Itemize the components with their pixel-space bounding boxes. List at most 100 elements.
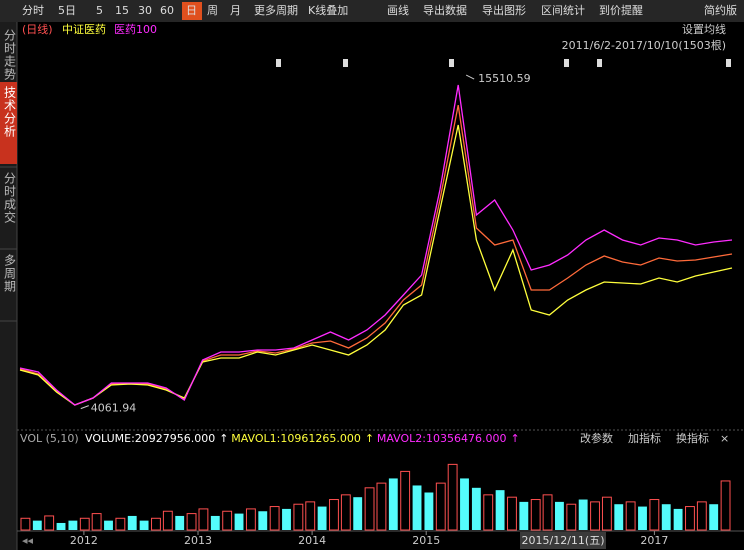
high-pointer bbox=[465, 74, 475, 80]
volume-bar bbox=[293, 503, 304, 531]
toolbar-item[interactable]: 5 bbox=[96, 4, 103, 17]
event-marker[interactable] bbox=[449, 59, 454, 67]
readout-arrow: ↑ bbox=[511, 432, 520, 445]
volume-bar bbox=[519, 501, 529, 530]
event-marker[interactable] bbox=[343, 59, 348, 67]
volume-bar bbox=[542, 494, 553, 531]
sidebar-tab[interactable]: 技术分析 bbox=[3, 86, 17, 138]
toolbar-item[interactable]: 30 bbox=[138, 4, 152, 17]
event-marker[interactable] bbox=[276, 59, 281, 67]
period-label: (日线) bbox=[22, 22, 53, 36]
toolbar-item[interactable]: 画线 bbox=[387, 3, 409, 17]
volume-bar bbox=[376, 482, 387, 531]
toolbar-item[interactable]: K线叠加 bbox=[308, 3, 348, 17]
volume-bar bbox=[566, 503, 577, 531]
volume-bar bbox=[696, 501, 707, 531]
volume-bar bbox=[364, 487, 375, 531]
readout-arrow: ↑ bbox=[365, 432, 374, 445]
toolbar-item[interactable]: 5日 bbox=[58, 4, 76, 17]
volume-readout: MAVOL2:10356476.000 bbox=[377, 432, 507, 445]
volume-bar bbox=[317, 506, 327, 530]
volume-bar bbox=[127, 515, 137, 530]
volume-bar bbox=[234, 513, 244, 530]
toolbar-item[interactable]: 月 bbox=[230, 4, 241, 17]
scroll-arrow[interactable]: ◂◂ bbox=[22, 534, 34, 547]
volume-bar bbox=[353, 497, 363, 530]
volume-readout: MAVOL1:10961265.000 bbox=[231, 432, 361, 445]
price-line bbox=[19, 124, 733, 406]
volume-bar bbox=[471, 487, 481, 530]
volume-bar bbox=[601, 496, 612, 531]
low-label: 4061.94 bbox=[91, 402, 136, 415]
toolbar-item[interactable]: 区间统计 bbox=[541, 4, 585, 17]
low-pointer bbox=[80, 405, 89, 410]
volume-bar bbox=[661, 504, 671, 530]
volume-bar bbox=[649, 499, 660, 531]
event-marker[interactable] bbox=[597, 59, 602, 67]
volume-bar bbox=[198, 508, 209, 531]
volume-bar bbox=[162, 510, 173, 531]
indicator-button[interactable]: 加指标 bbox=[628, 431, 661, 445]
indicator-button[interactable]: 换指标 bbox=[676, 431, 709, 445]
volume-bar bbox=[388, 478, 398, 530]
volume-bar bbox=[435, 482, 446, 531]
volume-bar bbox=[305, 501, 316, 531]
volume-bar bbox=[210, 515, 220, 530]
volume-bar bbox=[186, 513, 197, 531]
volume-bar bbox=[614, 504, 624, 530]
sidebar-tab[interactable]: 分时成交 bbox=[3, 172, 17, 224]
ma-button[interactable]: 设置均线 bbox=[682, 22, 726, 36]
x-tick-label: 2017 bbox=[640, 534, 668, 547]
sidebar-active-bg bbox=[0, 82, 17, 164]
price-line bbox=[19, 84, 733, 406]
volume-bar bbox=[151, 517, 161, 531]
toolbar-active-bg bbox=[182, 2, 202, 20]
volume-bar bbox=[447, 463, 458, 531]
volume-bar bbox=[245, 508, 256, 531]
volume-bar bbox=[673, 508, 683, 530]
event-markers bbox=[276, 59, 731, 67]
volume-bar bbox=[483, 494, 494, 531]
volume-bar bbox=[44, 515, 55, 531]
volume-bar bbox=[258, 511, 268, 530]
toolbar-item[interactable]: 简约版 bbox=[704, 3, 737, 17]
legend-entry: 中证医药 bbox=[62, 23, 106, 36]
toolbar-item[interactable]: 导出数据 bbox=[423, 3, 467, 17]
sidebar-tab[interactable]: 多周期 bbox=[3, 254, 17, 293]
volume-readout: VOLUME:20927956.000 bbox=[85, 432, 215, 445]
volume-bar bbox=[400, 470, 411, 531]
volume-bar bbox=[424, 492, 434, 530]
volume-bar bbox=[685, 506, 695, 531]
toolbar-item[interactable]: 日 bbox=[186, 4, 197, 17]
volume-bar bbox=[720, 480, 731, 531]
toolbar-item[interactable]: 导出图形 bbox=[482, 3, 526, 17]
sidebar-tab[interactable]: 分时走势 bbox=[3, 29, 17, 81]
x-tick-label: 2013 bbox=[184, 534, 212, 547]
volume-bar bbox=[222, 510, 233, 531]
volume-bar bbox=[115, 517, 126, 531]
indicator-button[interactable]: 改参数 bbox=[580, 431, 613, 445]
toolbar-item[interactable]: 更多周期 bbox=[254, 3, 298, 17]
volume-bar bbox=[578, 499, 588, 530]
volume-bar bbox=[555, 501, 564, 530]
toolbar-item[interactable]: 周 bbox=[207, 4, 218, 17]
toolbar-item[interactable]: 到价提醒 bbox=[599, 4, 643, 17]
legend-entry: 医药100 bbox=[114, 23, 157, 36]
x-tick-label: 2015 bbox=[412, 534, 440, 547]
range-label: 2011/6/2-2017/10/10(1503根) bbox=[562, 38, 726, 52]
indicator-button[interactable]: × bbox=[720, 432, 729, 445]
toolbar-item[interactable]: 15 bbox=[115, 4, 129, 17]
readout-arrow: ↑ bbox=[219, 432, 228, 445]
volume-bar bbox=[269, 506, 280, 531]
volume-bar bbox=[175, 515, 185, 530]
cursor-date: 2015/12/11(五) bbox=[522, 534, 605, 547]
high-label: 15510.59 bbox=[478, 72, 530, 85]
toolbar-item[interactable]: 60 bbox=[160, 4, 174, 17]
price-line bbox=[19, 104, 733, 406]
volume-bar bbox=[709, 504, 719, 530]
volume-bar bbox=[68, 520, 78, 530]
event-marker[interactable] bbox=[726, 59, 731, 67]
toolbar-item[interactable]: 分时 bbox=[22, 4, 44, 17]
event-marker[interactable] bbox=[564, 59, 569, 67]
